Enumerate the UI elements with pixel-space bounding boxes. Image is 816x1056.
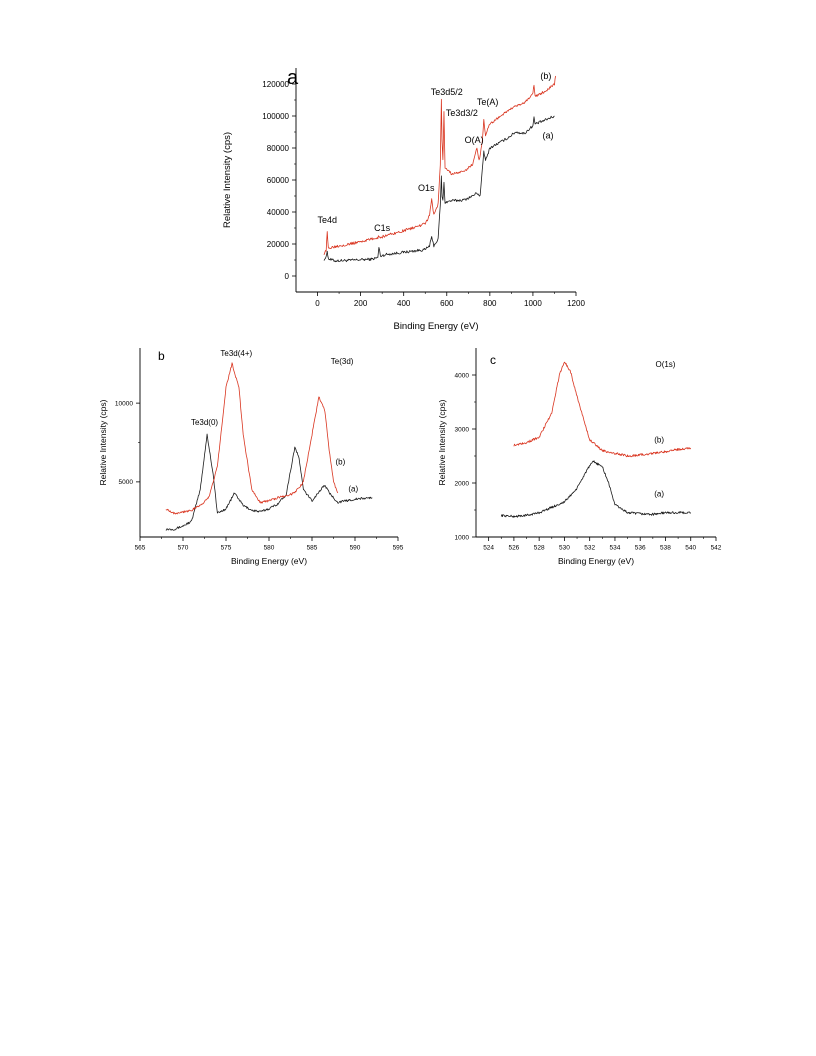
x-tick-label: 580 — [264, 545, 275, 552]
y-tick-label: 3000 — [455, 426, 470, 433]
peak-annotation: Te(A) — [477, 97, 499, 107]
series-line-b — [513, 361, 692, 458]
peak-annotation: Te4d — [317, 215, 337, 225]
x-tick-label: 536 — [635, 545, 646, 552]
x-tick-label: 800 — [483, 299, 497, 308]
peak-annotation: Te3d5/2 — [431, 87, 463, 97]
peak-annotation: Te3d3/2 — [446, 108, 478, 118]
panel-letter: a — [287, 67, 299, 89]
x-tick-label: 590 — [350, 545, 361, 552]
peak-annotation: Te3d(4+) — [220, 349, 252, 358]
x-tick-label: 534 — [610, 545, 621, 552]
peak-annotation: O1s — [418, 183, 435, 193]
panel-b: 565 570 575 580 585 590 595 5000 10000 Binding En… — [98, 348, 404, 566]
peak-annotation: Te(3d) — [331, 357, 354, 366]
x-tick-label: 595 — [393, 545, 404, 552]
peak-annotation: O(1s) — [655, 360, 675, 369]
series-line-a — [500, 460, 692, 518]
x-tick-label: 528 — [534, 545, 545, 552]
y-tick-label: 1000 — [455, 534, 470, 541]
panel-a: 0 200 400 600 800 1000 1200 0 20000 40000 60000 800… — [222, 67, 585, 332]
series-line-a — [323, 115, 555, 263]
x-tick-label: 542 — [711, 545, 722, 552]
x-tick-label: 200 — [354, 299, 368, 308]
y-tick-label: 4000 — [455, 372, 470, 379]
x-tick-label: 585 — [307, 545, 318, 552]
panel-c: 524 526 528 530 532 534 536 538 540 542 1000 2000 30… — [437, 348, 722, 566]
x-tick-label: 524 — [483, 545, 494, 552]
x-tick-label: 1000 — [524, 299, 542, 308]
panel-letter: c — [490, 353, 496, 367]
peak-annotation: Te3d(0) — [191, 418, 218, 427]
series-line-b — [323, 75, 556, 256]
x-tick-label: 538 — [660, 545, 671, 552]
panel-letter: b — [158, 349, 165, 363]
peak-annotation: (a) — [654, 490, 664, 499]
peak-annotation: C1s — [374, 223, 391, 233]
y-tick-label: 120000 — [262, 80, 289, 89]
series-line-a — [165, 433, 373, 531]
peak-annotation: (a) — [348, 484, 358, 493]
x-tick-label: 400 — [397, 299, 411, 308]
y-tick-label: 20000 — [267, 240, 290, 249]
y-tick-label: 10000 — [115, 400, 133, 407]
x-tick-label: 530 — [559, 545, 570, 552]
y-axis-title: Relative Intensity (cps) — [98, 399, 108, 485]
y-tick-label: 80000 — [267, 144, 290, 153]
peak-annotation: (b) — [540, 71, 551, 81]
x-tick-label: 570 — [178, 545, 189, 552]
y-tick-label: 2000 — [455, 480, 470, 487]
peak-annotation: (b) — [654, 436, 664, 445]
peak-annotation: (a) — [543, 130, 554, 140]
x-tick-label: 575 — [221, 545, 232, 552]
x-axis-title: Binding Energy (eV) — [231, 556, 307, 566]
x-tick-label: 532 — [584, 545, 595, 552]
y-axis-title: Relative Intensity (cps) — [437, 399, 447, 485]
x-axis-title: Binding Energy (eV) — [558, 556, 634, 566]
series-line-b — [165, 362, 339, 515]
peak-annotation: (b) — [335, 458, 345, 467]
y-tick-label: 60000 — [267, 176, 290, 185]
x-tick-label: 1200 — [567, 299, 585, 308]
x-axis-title: Binding Energy (eV) — [393, 321, 478, 332]
y-tick-label: 40000 — [267, 208, 290, 217]
x-tick-label: 0 — [315, 299, 320, 308]
x-tick-label: 540 — [685, 545, 696, 552]
y-axis-title: Relative Intensity (cps) — [222, 132, 233, 228]
y-tick-label: 0 — [285, 272, 290, 281]
x-tick-label: 565 — [135, 545, 146, 552]
y-tick-label: 5000 — [119, 479, 134, 486]
x-tick-label: 526 — [508, 545, 519, 552]
peak-annotation: O(A) — [465, 135, 484, 145]
y-tick-label: 100000 — [262, 112, 289, 121]
x-tick-label: 600 — [440, 299, 454, 308]
